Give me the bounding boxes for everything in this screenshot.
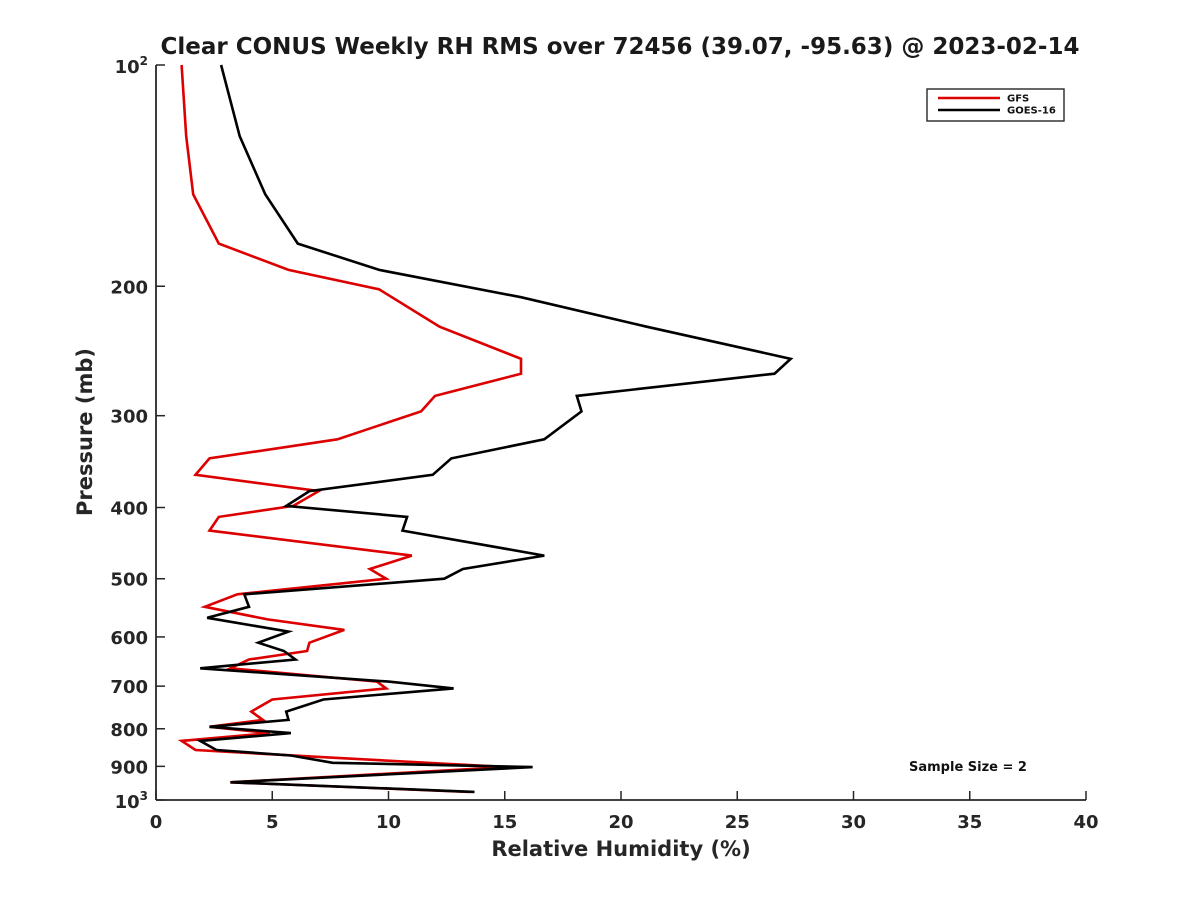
y-axis-label: Pressure (mb) — [73, 348, 97, 516]
x-tick-label: 30 — [841, 812, 866, 833]
x-tick-label: 25 — [725, 812, 750, 833]
legend: GFS GOES-16 — [926, 88, 1065, 122]
legend-box — [926, 88, 1065, 122]
x-tick-label: 0 — [150, 812, 163, 833]
y-tick-label: 102 — [115, 54, 148, 78]
y-tick-label: 400 — [110, 499, 148, 520]
x-axis-label: Relative Humidity (%) — [491, 837, 750, 861]
series-line-goes16 — [195, 64, 794, 794]
y-tick-label: 600 — [110, 628, 148, 649]
y-ticks: 102 200 300 400 500 600 700 800 900 103 — [110, 54, 165, 813]
x-tick-label: 10 — [376, 812, 401, 833]
x-tick-label: 15 — [492, 812, 517, 833]
y-tick-label: 800 — [110, 720, 148, 741]
y-tick-label: 700 — [110, 677, 148, 698]
y-tick-label: 300 — [110, 407, 148, 428]
x-tick-label: 5 — [266, 812, 279, 833]
x-tick-label: 20 — [608, 812, 633, 833]
x-tick-label: 40 — [1073, 812, 1098, 833]
y-tick-label: 500 — [110, 570, 148, 591]
legend-label-goes16: GOES-16 — [1007, 106, 1056, 117]
y-tick-label: 900 — [110, 757, 148, 778]
series-layer — [177, 64, 794, 794]
y-tick-label: 200 — [110, 277, 148, 298]
sample-size-annotation: Sample Size = 2 — [909, 760, 1027, 775]
x-tick-label: 35 — [957, 812, 982, 833]
chart-title: Clear CONUS Weekly RH RMS over 72456 (39… — [161, 34, 1080, 60]
y-tick-label: 103 — [115, 789, 148, 813]
legend-label-gfs: GFS — [1007, 94, 1029, 105]
x-ticks: 0 5 10 15 20 25 30 35 40 — [150, 791, 1099, 833]
